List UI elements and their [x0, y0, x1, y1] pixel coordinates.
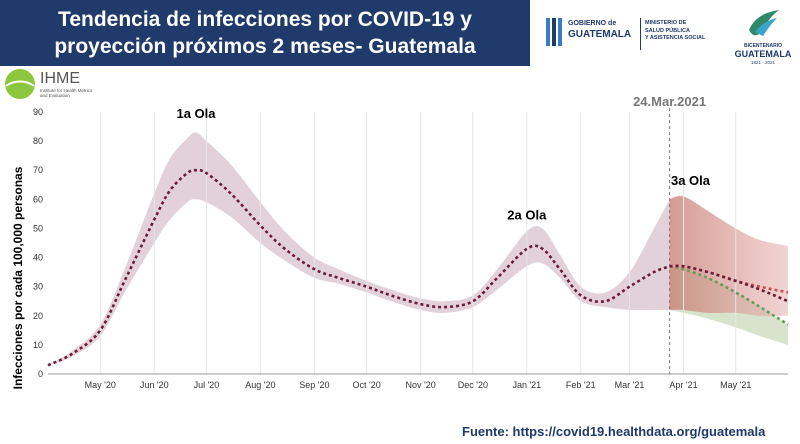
- bicentenario-years: 1821 · 2021: [750, 60, 776, 65]
- gov-line-2: GUATEMALA: [568, 29, 632, 40]
- y-tick-label-9: 90: [33, 107, 43, 117]
- historical-infection-line: [47, 168, 671, 367]
- y-tick-label-6: 60: [33, 194, 43, 204]
- x-tick-label-9: Feb '21: [566, 380, 596, 390]
- bird-emblem-icon: [749, 10, 779, 36]
- x-tick-label-10: Mar '21: [615, 380, 645, 390]
- y-tick-label-5: 50: [33, 223, 43, 233]
- bicentenario-logo: BICENTENARIO GUATEMALA 1821 · 2021: [728, 6, 798, 65]
- y-tick-label-7: 70: [33, 165, 43, 175]
- y-tick-label-8: 80: [33, 136, 43, 146]
- wave-label-1: 1a Ola: [176, 106, 216, 121]
- projection-green-line: [669, 265, 789, 326]
- projection-date-label: 24.Mar.2021: [633, 96, 706, 109]
- y-axis-label: Infecciones por cada 100,000 personas: [11, 166, 25, 389]
- x-tick-label-8: Jan '21: [512, 380, 541, 390]
- wave-label-3: 3a Ola: [671, 173, 711, 188]
- x-tick-label-0: May '20: [85, 380, 116, 390]
- title-line-1: Tendencia de infecciones por COVID-19 y: [58, 8, 472, 31]
- x-tick-label-3: Aug '20: [245, 380, 275, 390]
- gov-line-1: GOBIERNO de: [568, 20, 617, 27]
- wave-label-2: 2a Ola: [507, 208, 547, 223]
- logo-divider: [640, 18, 641, 50]
- x-tick-label-7: Dec '20: [458, 380, 488, 390]
- ministry-line-1: MINISTERIO DE: [645, 20, 687, 26]
- x-tick-label-11: Apr '21: [669, 380, 697, 390]
- y-tick-label-0: 0: [38, 369, 43, 379]
- y-tick-label-1: 10: [33, 340, 43, 350]
- bicentenario-line-2: GUATEMALA: [734, 49, 792, 59]
- x-tick-label-12: May '21: [720, 380, 751, 390]
- ihme-subtitle-1: Institute for Health Metrics: [40, 88, 93, 93]
- projection-red-band: [669, 195, 788, 316]
- ministry-line-3: Y ASISTENCIA SOCIAL: [645, 35, 706, 41]
- ihme-subtitle-2: and Evaluation: [40, 93, 70, 98]
- bicentenario-line-1: BICENTENARIO: [743, 43, 783, 49]
- flag-bars-icon: [546, 18, 562, 46]
- title-banner: Tendencia de infecciones por COVID-19 y …: [0, 0, 530, 66]
- y-tick-label-4: 40: [33, 253, 43, 263]
- x-tick-label-4: Sep '20: [299, 380, 329, 390]
- gobierno-guatemala-logo: GOBIERNO de GUATEMALA MINISTERIO DE SALU…: [546, 14, 716, 54]
- ihme-logo: IHME Institute for Health Metrics and Ev…: [4, 68, 124, 102]
- y-tick-label-2: 20: [33, 311, 43, 321]
- infection-trend-chart: May '20 Jun '20 Jul '20 Aug '20 Sep '20 Oct '…: [11, 96, 789, 390]
- ihme-name: IHME: [40, 70, 80, 87]
- title-line-2: proyección próximos 2 meses- Guatemala: [54, 35, 476, 58]
- ministry-line-2: SALUD PÚBLICA: [645, 28, 690, 34]
- source-caption: Fuente: https://covid19.healthdata.org/g…: [462, 424, 766, 439]
- projection-reference-line: [669, 264, 789, 303]
- y-tick-label-3: 30: [33, 282, 43, 292]
- x-tick-label-5: Oct '20: [353, 380, 381, 390]
- historical-uncertainty-band: [48, 132, 670, 366]
- x-tick-label-2: Jul '20: [194, 380, 220, 390]
- ihme-globe-icon: [5, 69, 35, 99]
- x-tick-label-6: Nov '20: [405, 380, 435, 390]
- x-tick-label-1: Jun '20: [140, 380, 169, 390]
